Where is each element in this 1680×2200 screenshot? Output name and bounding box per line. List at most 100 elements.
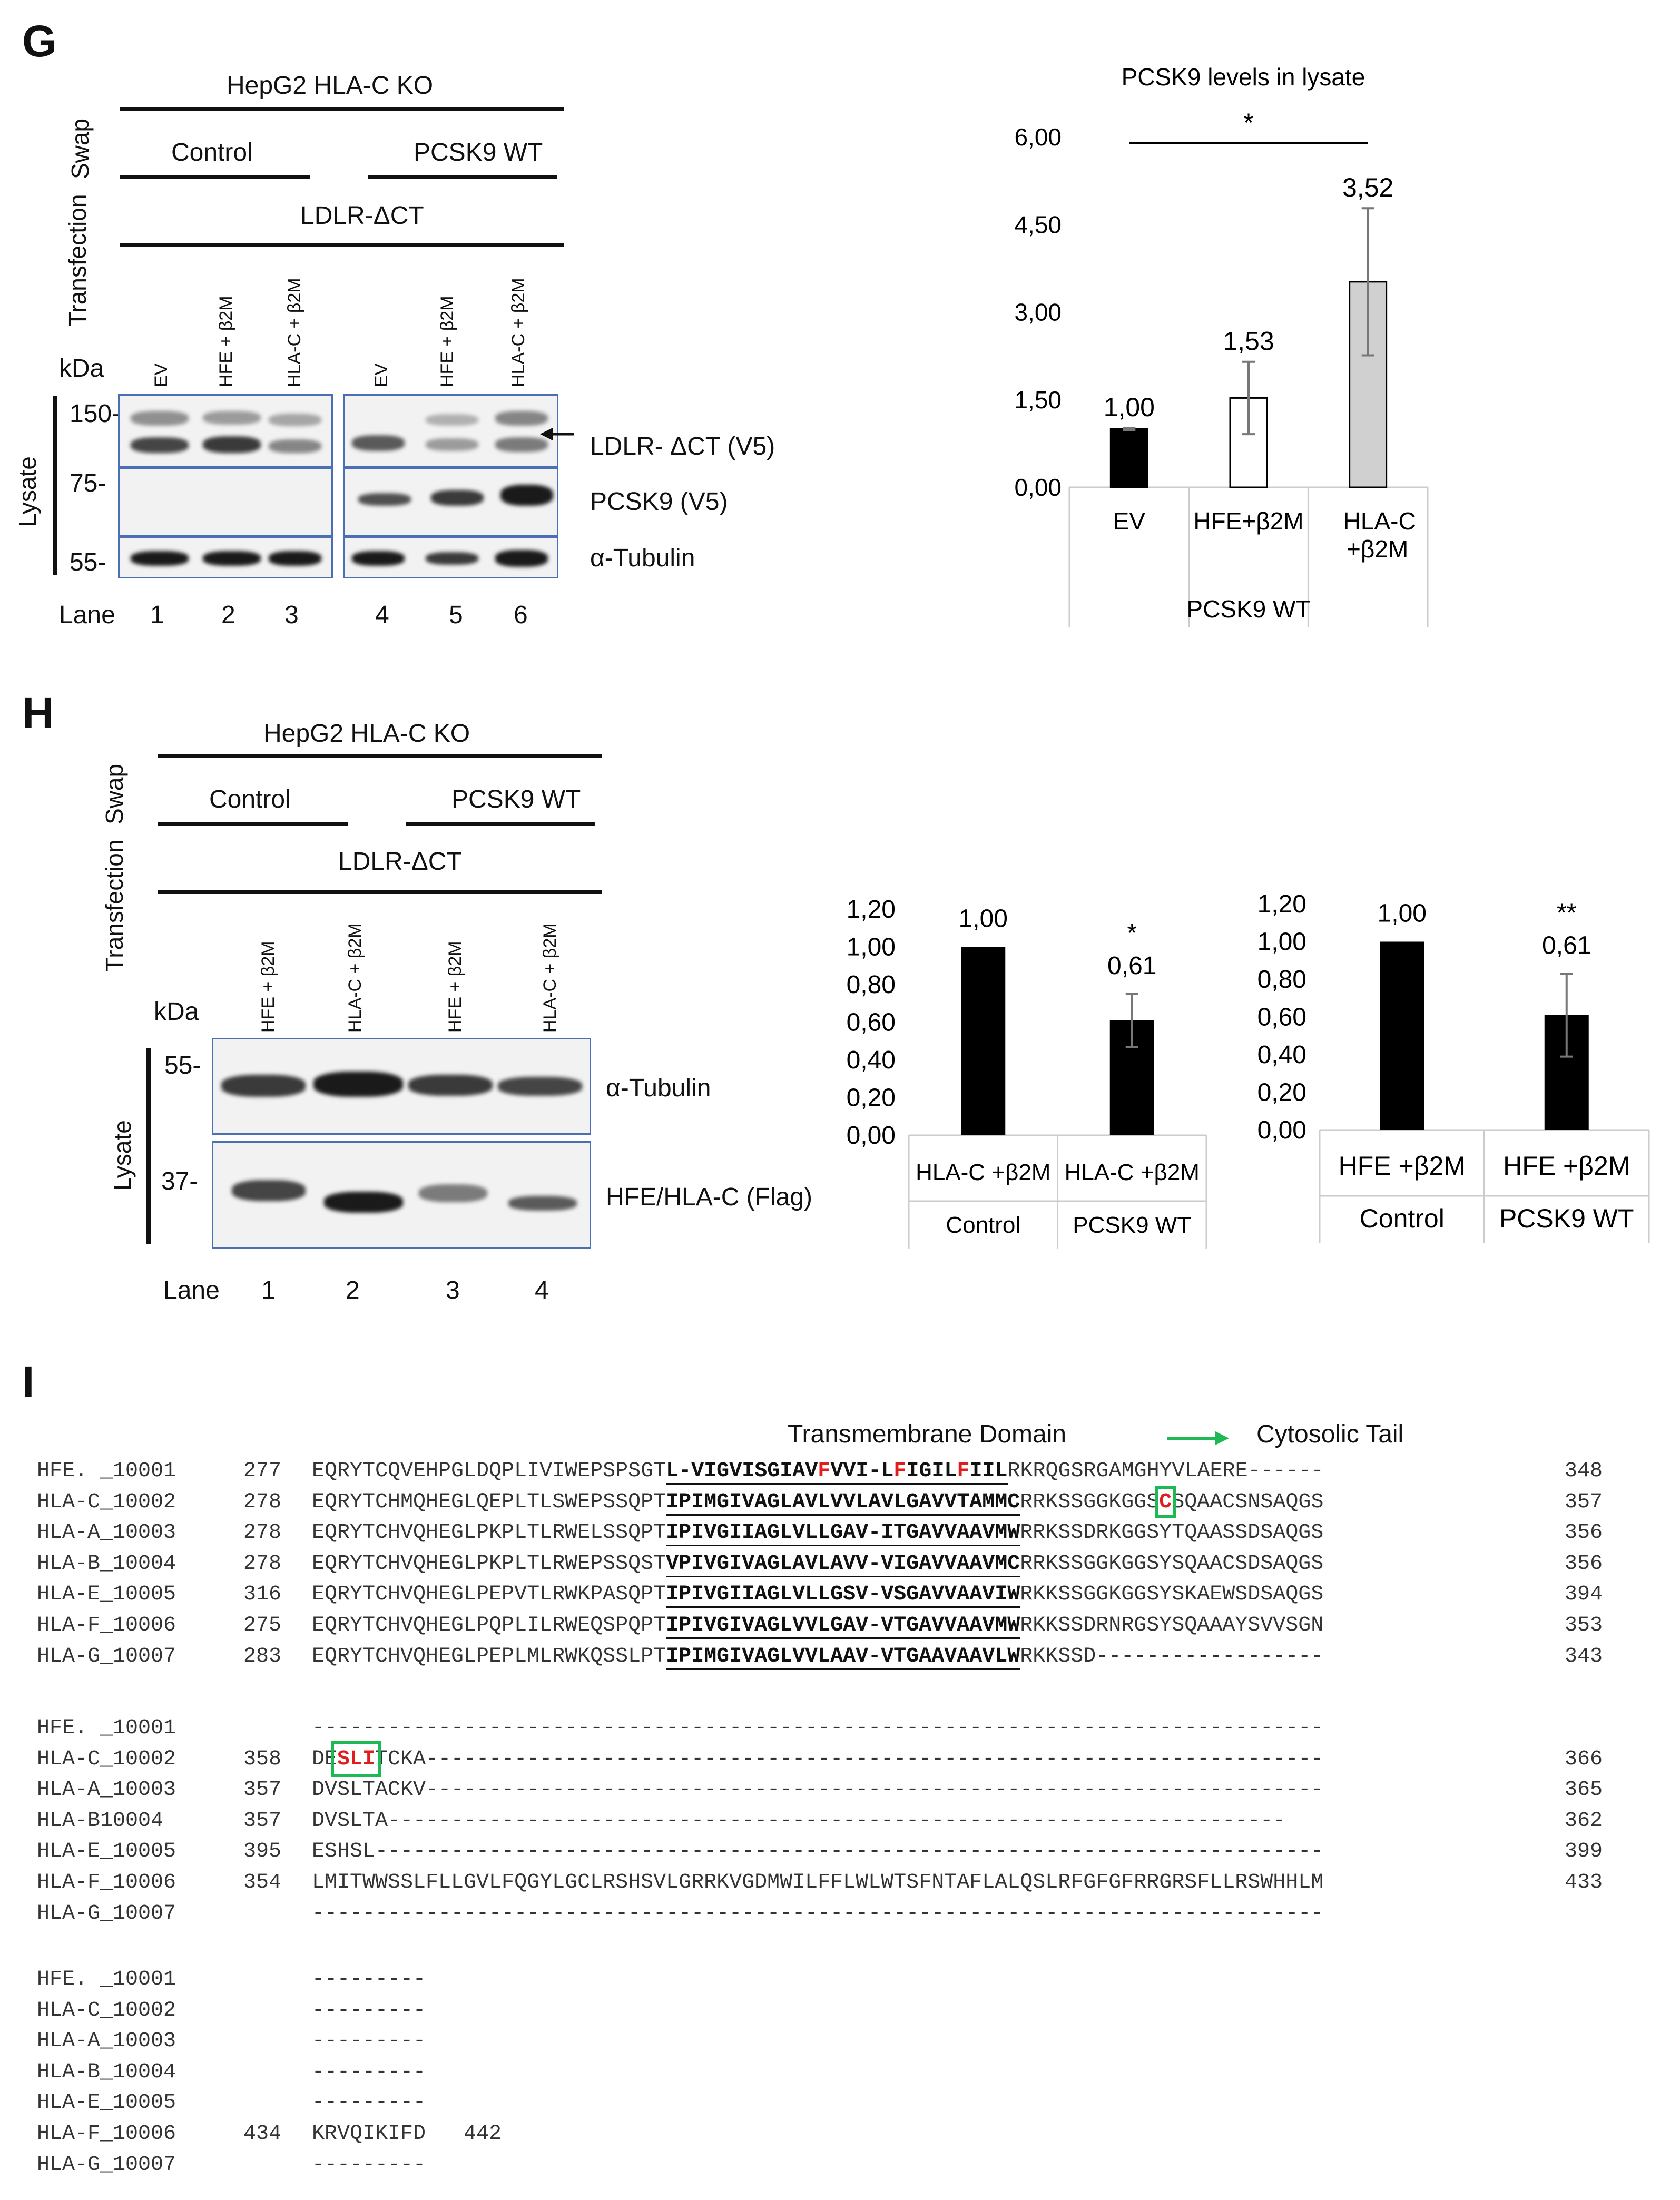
sequence-name: HLA-A_10003 — [37, 1521, 176, 1545]
y-tick-label: 0,40 — [1257, 1041, 1306, 1069]
sequence-tm-domain: IPIMGIVAGLVVLAAV-VTGAAVAAVLW — [666, 1644, 1020, 1670]
h-band — [313, 1072, 403, 1097]
sequence-end: 353 — [1565, 1614, 1603, 1637]
sequence-residues: LMITWWSSLFLLGVLFQGYLGCLRSHSVLGRRKVGDMWIL… — [312, 1871, 1324, 1894]
residue: L — [944, 1459, 957, 1483]
sequence-pre-tm: EQRYTCHVQHEGLPKPLTLRWEPSSQST — [312, 1551, 666, 1576]
sequence-pre-tm: EQRYTCHVQHEGLPQPLILRWEQSPQPT — [312, 1614, 666, 1637]
sequence-name: HLA-E_10005 — [37, 2091, 176, 2115]
h-cell-line: HepG2 HLA-C KO — [263, 720, 470, 748]
alignment-row: HLA-A_10003 357 DVSLTACKV-----------------… — [37, 1778, 1603, 1802]
g-lane-num-2: 2 — [221, 601, 235, 629]
sequence-residues: ----------------------------------------… — [312, 1901, 1324, 1926]
sequence-name: HLA-G_10007 — [37, 2153, 176, 2177]
g-band — [495, 437, 548, 452]
sequence-start: 283 — [243, 1644, 282, 1668]
g-blot-ldlr-right — [343, 394, 558, 468]
residue: - — [868, 1459, 881, 1483]
g-band-label-pcsk9: PCSK9 (V5) — [590, 488, 728, 516]
sequence-name: HLA-F_10006 — [37, 1871, 176, 1894]
residue: S — [754, 1459, 768, 1483]
h-lane-num-4: 4 — [535, 1276, 549, 1304]
sequence-end: 366 — [1565, 1747, 1603, 1771]
sequence-name: HLA-G_10007 — [37, 1644, 176, 1668]
x-category-label: HLA-C +β2M — [1065, 1160, 1200, 1185]
g-band-label-tubulin: α-Tubulin — [590, 544, 695, 572]
g-marker-150: 150- — [70, 400, 121, 428]
g-band — [500, 485, 553, 506]
residue: I — [931, 1459, 945, 1483]
g-lane-hdr-5: HFE + β2M — [437, 296, 457, 387]
sequence-start: 277 — [243, 1459, 282, 1483]
g-lane-word: Lane — [59, 601, 115, 629]
h-band-label-flag: HFE/HLA-C (Flag) — [606, 1183, 813, 1211]
sequence-name: HLA-C_10002 — [37, 1998, 176, 2022]
h-band — [232, 1180, 306, 1201]
sequence-start: 275 — [243, 1614, 282, 1637]
residue: I — [969, 1459, 983, 1483]
g-band — [269, 414, 321, 426]
h-lane-num-3: 3 — [446, 1276, 460, 1304]
sequence-start: 354 — [243, 1871, 282, 1894]
g-band — [269, 551, 321, 566]
sequence-end: 356 — [1565, 1521, 1603, 1545]
sequence-start: 434 — [243, 2122, 282, 2146]
alignment-row: HLA-G_10007 --------- — [37, 2153, 464, 2177]
sequence-name: HFE. _10001 — [37, 1459, 176, 1483]
y-tick-label: 0,60 — [847, 1009, 896, 1037]
residue: V — [843, 1459, 856, 1483]
value-label: 0,61 — [1542, 931, 1591, 959]
sequence-name: HLA-B10004 — [37, 1809, 164, 1833]
g-lane-num-3: 3 — [284, 601, 299, 629]
residue: V — [729, 1459, 742, 1483]
x-category-label: HFE +β2M — [1503, 1151, 1630, 1181]
sequence-name: HLA-A_10003 — [37, 1778, 176, 1802]
alignment-row: HLA-C_10002 278 EQRYTCHMQHEGLQEPLTLSWEPSSQ… — [37, 1486, 1603, 1518]
g-pcsk9-rule — [368, 175, 557, 179]
sequence-name: HLA-G_10007 — [37, 1901, 176, 1926]
x-category-label: EV — [1113, 507, 1146, 535]
alignment-row: HLA-E_10005 316 EQRYTCHVQHEGLPEPVTLRWKPASQ… — [37, 1583, 1603, 1608]
hfe-relative-chart: 0,00 0,20 0,40 0,60 0,80 1,00 1,20 1,00 HFE +β2M… — [1257, 890, 1650, 1243]
sequence-end: 399 — [1565, 1840, 1603, 1864]
y-tick-label: 1,20 — [847, 896, 896, 924]
highlight-residue: F — [957, 1459, 970, 1483]
sequence-residues: --------- — [312, 2029, 426, 2054]
g-lane-hdr-3: HLA-C + β2M — [284, 278, 304, 387]
g-band — [426, 552, 478, 565]
sequence-name: HFE. _10001 — [37, 1968, 176, 1991]
residue: I — [742, 1459, 755, 1483]
sequence-name: HFE. _10001 — [37, 1716, 176, 1740]
sequence-pre-tm: EQRYTCHVQHEGLPEPLMLRWKQSSLPT — [312, 1644, 666, 1668]
g-lane-hdr-1: EV — [151, 363, 171, 387]
panel-letter-g: G — [22, 16, 57, 66]
alignment-row: HLA-C_10002 --------- — [37, 1999, 464, 2022]
value-label: 3,52 — [1342, 173, 1393, 202]
sequence-end: 365 — [1565, 1778, 1603, 1802]
sequence-residues: ESHSL-----------------------------------… — [312, 1840, 1324, 1864]
g-lysate-bar — [53, 396, 57, 575]
sequence-tm-domain: IPIVGIIAGLVLLGAV-ITGAVVAAVMW — [666, 1521, 1020, 1547]
y-tick-label: 1,20 — [1257, 890, 1306, 918]
sequence-pre-tm: EQRYTCHVQHEGLPEPVTLRWKPASQPT — [312, 1583, 666, 1607]
sequence-end: 356 — [1565, 1551, 1603, 1576]
g-band — [131, 551, 189, 566]
hla-c-relative-chart: 0,00 0,20 0,40 0,60 0,80 1,00 1,20 1,00 HLA-C +β… — [847, 896, 1207, 1249]
sequence-end: 343 — [1565, 1644, 1603, 1668]
g-band — [203, 551, 261, 566]
sequence-name: HLA-F_10006 — [37, 1614, 176, 1637]
g-blot-ldlr-left — [118, 394, 333, 468]
g-lane-num-5: 5 — [449, 601, 463, 629]
g-band-label-ldlr: LDLR- ΔCT (V5) — [590, 433, 775, 460]
pcsk9-lysate-chart: PCSK9 levels in lysate 0,00 1,50 3,00 4,50 6,… — [1014, 63, 1429, 627]
sequence-start: 357 — [243, 1778, 282, 1802]
panel-letter-h: H — [22, 688, 54, 738]
g-lane-hdr-4: EV — [371, 363, 391, 387]
g-band — [131, 437, 189, 453]
g-band — [426, 438, 478, 451]
g-pcsk9-label: PCSK9 WT — [414, 139, 543, 166]
g-lane-num-6: 6 — [514, 601, 528, 629]
h-marker-55: 55- — [164, 1052, 201, 1079]
h-construct-rule — [158, 890, 602, 894]
sequence-cytosolic: RRKSSGGKGGSYSQAACSDSAQGS — [1020, 1551, 1324, 1576]
